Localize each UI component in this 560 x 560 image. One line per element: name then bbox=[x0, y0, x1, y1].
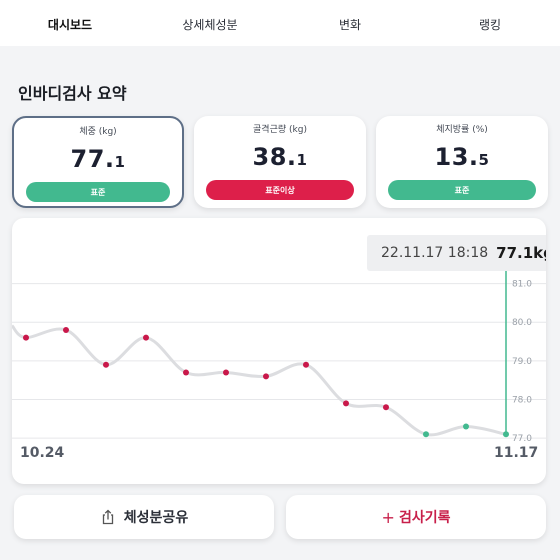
y-tick-labels: 81.0 80.0 79.0 78.0 77.0 bbox=[512, 280, 532, 445]
muscle-card-label: 골격근량 (kg) bbox=[253, 125, 307, 135]
weight-card-value: 77.1 bbox=[70, 145, 126, 173]
data-point[interactable] bbox=[503, 431, 509, 438]
data-point[interactable] bbox=[63, 326, 69, 333]
plus-icon: + bbox=[381, 507, 395, 527]
data-point[interactable] bbox=[423, 431, 429, 438]
y-tick-label: 77.0 bbox=[512, 434, 532, 444]
x-start-label: 10.24 bbox=[20, 445, 65, 461]
data-point[interactable] bbox=[143, 334, 149, 341]
section-title: 인바디검사 요약 bbox=[18, 84, 127, 103]
chart-line bbox=[12, 271, 507, 437]
body-fat-card[interactable]: 체지방률 (%) 13.5 표준 bbox=[376, 116, 548, 208]
weight-status-badge: 표준 bbox=[26, 182, 170, 202]
weight-trend-chart[interactable]: 81.0 80.0 79.0 78.0 77.0 22.11.17 18:18 77.1… bbox=[12, 218, 546, 484]
fat-card-value: 13.5 bbox=[434, 143, 490, 171]
weight-series-line bbox=[12, 324, 507, 437]
line-chart-svg: 81.0 80.0 79.0 78.0 77.0 bbox=[12, 271, 546, 445]
fat-status-badge: 표준 bbox=[388, 180, 536, 200]
weight-card[interactable]: 체중 (kg) 77.1 표준 bbox=[12, 116, 184, 208]
y-tick-label: 81.0 bbox=[512, 280, 532, 290]
tooltip-date: 22.11.17 18:18 bbox=[381, 245, 489, 261]
data-point[interactable] bbox=[463, 423, 469, 430]
tab-changes[interactable]: 변화 bbox=[338, 17, 362, 32]
share-composition-button[interactable]: 체성분공유 bbox=[14, 495, 274, 539]
data-point[interactable] bbox=[343, 400, 349, 407]
data-point[interactable] bbox=[23, 334, 29, 341]
data-point[interactable] bbox=[183, 369, 189, 376]
y-tick-label: 80.0 bbox=[512, 318, 532, 328]
muscle-card-value: 38.1 bbox=[252, 143, 308, 171]
y-tick-label: 79.0 bbox=[512, 357, 532, 367]
tooltip-value: 77.1kg bbox=[496, 244, 546, 262]
share-button-label: 체성분공유 bbox=[123, 510, 189, 526]
data-point[interactable] bbox=[303, 361, 309, 368]
selected-point-tooltip: 22.11.17 18:18 77.1kg bbox=[367, 235, 546, 271]
share-icon bbox=[100, 509, 116, 525]
muscle-status-badge: 표준이상 bbox=[206, 180, 354, 200]
fat-card-label: 체지방률 (%) bbox=[436, 125, 488, 135]
record-button-label: 검사기록 bbox=[398, 510, 451, 526]
top-tab-bar: 대시보드 상세체성분 변화 랭킹 bbox=[0, 0, 560, 46]
y-tick-label: 78.0 bbox=[512, 396, 532, 406]
chart-grid bbox=[12, 283, 546, 439]
data-point[interactable] bbox=[383, 404, 389, 411]
data-point[interactable] bbox=[103, 361, 109, 368]
weight-card-label: 체중 (kg) bbox=[79, 127, 117, 137]
muscle-mass-card[interactable]: 골격근량 (kg) 38.1 표준이상 bbox=[194, 116, 366, 208]
data-point[interactable] bbox=[223, 369, 229, 376]
add-record-button[interactable]: + 검사기록 bbox=[286, 495, 546, 539]
x-end-label: 11.17 bbox=[494, 445, 539, 461]
data-point[interactable] bbox=[263, 373, 269, 380]
tab-detailed-composition[interactable]: 상세체성분 bbox=[182, 17, 238, 32]
tab-ranking[interactable]: 랭킹 bbox=[478, 17, 502, 32]
tab-dashboard[interactable]: 대시보드 bbox=[47, 17, 93, 32]
chart-points bbox=[23, 326, 509, 438]
